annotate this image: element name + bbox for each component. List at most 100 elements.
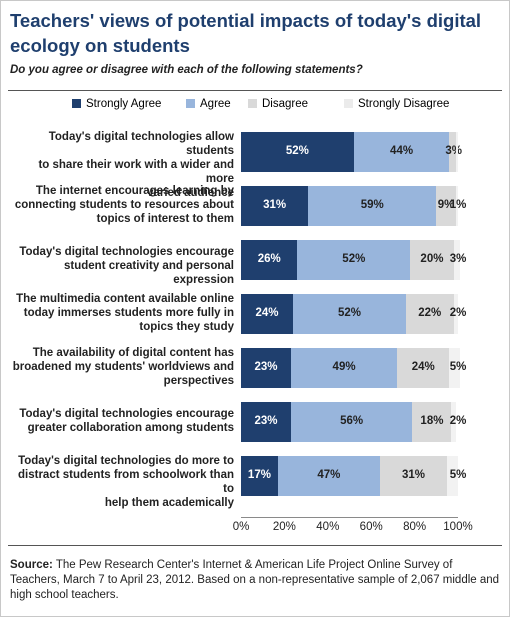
category-label-line: topics of interest to them (96, 213, 234, 225)
legend-item-disagree: Disagree (248, 98, 308, 110)
category-label-line: to share their work with a wider and mor… (38, 159, 234, 185)
legend-item-agree: Agree (186, 98, 231, 110)
category-label-line: Today's digital technologies encourage (19, 408, 234, 420)
legend-item-strongly-agree: Strongly Agree (72, 98, 161, 110)
x-tick-label: 0% (232, 521, 250, 533)
data-label: 18% (420, 415, 444, 427)
category-label-line: varied audience (147, 187, 234, 199)
x-tick-label: 20% (272, 521, 296, 533)
category-label-line: perspectives (163, 375, 234, 387)
data-label: 26% (257, 253, 281, 265)
x-axis-line (241, 517, 458, 518)
legend-label: Disagree (262, 98, 309, 110)
bar-segment-agree (353, 132, 450, 172)
category-label-line: connecting students to resources about (14, 199, 234, 211)
bar-segment-disagree (449, 132, 456, 172)
bar-segment-disagree (405, 294, 454, 334)
data-label: 52% (337, 307, 361, 319)
legend-swatch (248, 99, 257, 108)
data-label: 20% (420, 253, 444, 265)
bottom-divider (8, 545, 502, 546)
data-label: 31% (263, 199, 287, 211)
data-label: 5% (449, 361, 467, 373)
category-label-line: Today's digital technologies do more to (18, 455, 234, 467)
data-label: 56% (340, 415, 364, 427)
category-label-line: The internet encourages learning by (35, 185, 234, 197)
bar-segment-agree (290, 402, 413, 442)
category-label-line: The availability of digital content has (32, 347, 234, 359)
chart-subtitle: Do you agree or disagree with each of th… (10, 64, 363, 76)
category-label-line: topics they study (139, 321, 234, 333)
data-label: 52% (285, 145, 309, 157)
legend-item-strongly-disagree: Strongly Disagree (344, 98, 449, 110)
data-label: 59% (360, 199, 384, 211)
data-label: 9% (437, 199, 455, 211)
source-label: Source: (10, 559, 53, 571)
data-label: 44% (390, 145, 414, 157)
category-label-line: The multimedia content available online (16, 293, 234, 305)
category-label: Today's digital technologies encourage st… (8, 245, 234, 287)
data-label: 47% (317, 469, 341, 481)
x-tick-label: 80% (403, 521, 427, 533)
bar-segment-strongly-disagree (451, 402, 456, 442)
data-label: 31% (401, 469, 426, 481)
data-label: 2% (449, 415, 467, 427)
bar-segment-agree (297, 240, 411, 280)
bar-segment-agree (308, 186, 437, 226)
category-label: The multimedia content available online t… (8, 292, 234, 334)
data-label: 23% (254, 361, 278, 373)
category-label-line: distract students from schoolwork than t… (18, 469, 234, 495)
bar-segment-strongly-agree (241, 132, 354, 172)
data-label: 22% (418, 307, 442, 319)
category-label-line: greater collaboration among students (27, 422, 234, 434)
data-label: 3% (449, 253, 467, 265)
x-tick-label: 40% (316, 521, 340, 533)
source-note: Source: The Pew Research Center's Intern… (10, 558, 500, 603)
bar-segment-disagree (397, 348, 450, 388)
bar-segment-agree (277, 456, 380, 496)
bar-segment-strongly-agree (241, 348, 291, 388)
data-label: 17% (247, 469, 271, 481)
data-label: 24% (411, 361, 435, 373)
bar-segment-strongly-agree (241, 186, 309, 226)
bar-segment-strongly-disagree (453, 294, 458, 334)
chart-title: Teachers' views of potential impacts of … (10, 10, 482, 56)
category-label: Today's digital technologies encourage gr… (8, 407, 234, 435)
category-label: The availability of digital content has b… (8, 346, 234, 388)
data-label: 23% (254, 415, 278, 427)
legend-label: Agree (200, 98, 231, 110)
data-label: 2% (449, 307, 467, 319)
legend-swatch (186, 99, 195, 108)
category-label-line: Today's digital technologies encourage (19, 246, 234, 258)
x-tick-label: 100% (443, 521, 473, 533)
bar-segment-agree (293, 294, 406, 334)
category-label: The internet encourages learning by conne… (8, 184, 234, 226)
x-tick-label: 60% (359, 521, 383, 533)
bar-segment-agree (290, 348, 398, 388)
bar-segment-strongly-disagree (447, 456, 458, 496)
legend-label: Strongly Agree (86, 98, 162, 110)
legend-label: Strongly Disagree (358, 98, 450, 110)
category-label-line: help them academically (104, 497, 234, 509)
bar-segment-strongly-agree (241, 240, 298, 280)
category-label-line: Today's digital technologies allow stude… (48, 131, 234, 157)
bar-segment-strongly-disagree (455, 132, 458, 172)
bar-segment-strongly-disagree (449, 348, 461, 388)
category-label-line: today immerses students more fully in (23, 307, 234, 319)
bar-segment-strongly-agree (241, 294, 294, 334)
bar-segment-strongly-agree (241, 402, 291, 442)
data-label: 52% (342, 253, 366, 265)
data-label: 5% (449, 469, 467, 481)
category-label-line: broadened my students' worldviews and (12, 361, 234, 373)
bar-segment-strongly-disagree (455, 186, 458, 226)
category-label: Today's digital technologies do more to d… (8, 454, 234, 510)
bar-segment-strongly-agree (241, 456, 278, 496)
bar-segment-disagree (436, 186, 456, 226)
legend-swatch (72, 99, 81, 108)
data-label: 24% (255, 307, 279, 319)
data-label: 1% (449, 199, 467, 211)
bar-segment-disagree (410, 240, 454, 280)
legend-swatch (344, 99, 353, 108)
bar-segment-strongly-disagree (453, 240, 461, 280)
bar-segment-disagree (379, 456, 448, 496)
